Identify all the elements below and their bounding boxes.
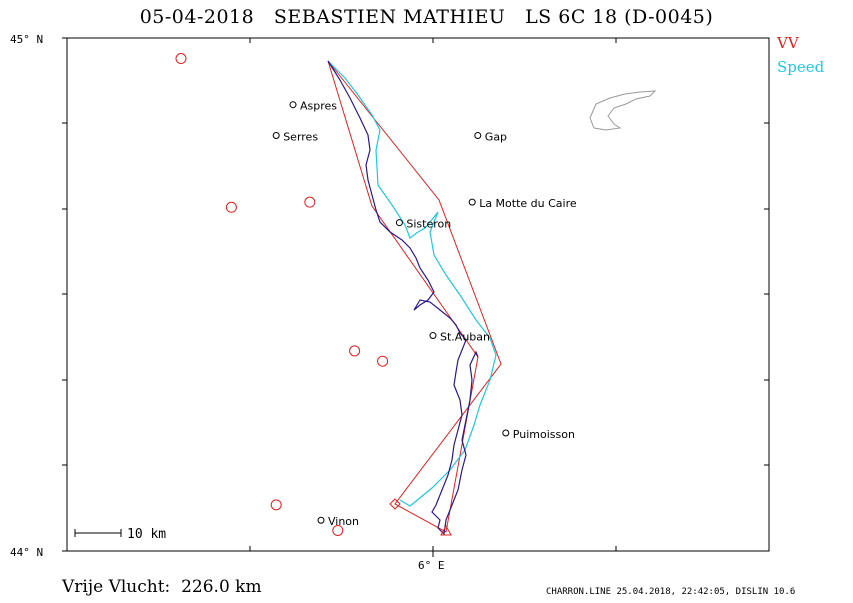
scale-bar-label: 10 km — [127, 527, 166, 542]
place-label: Serres — [283, 130, 318, 143]
place-marker-icon — [289, 101, 297, 109]
place-label: Sisteron — [406, 218, 451, 231]
pilot-name: SEBASTIEN MATHIEU — [273, 6, 506, 28]
legend-vv: VV — [777, 34, 799, 52]
distance-label: Vrije Vlucht: — [62, 577, 171, 597]
y-top-label: 45° N — [10, 33, 43, 46]
credits: CHARRON.LINE 25.04.2018, 22:42:05, DISLI… — [546, 587, 796, 597]
place-marker-icon — [317, 516, 325, 524]
turnpoint-circle-icon — [175, 53, 187, 65]
start-diamond-icon — [389, 498, 401, 510]
place-label: La Motte du Caire — [479, 197, 577, 210]
turnpoint-circle-icon — [270, 499, 282, 511]
turnpoint-circle-icon — [304, 196, 316, 208]
place-label: Puimoisson — [513, 428, 575, 441]
finish-triangle-icon — [440, 524, 452, 536]
gps-trace — [327, 60, 479, 536]
place-marker-icon — [502, 429, 510, 437]
places-layer: Aspres Serres Gap Barcelonnette La Motte du … — [272, 100, 853, 528]
place-marker-icon — [474, 131, 482, 139]
y-bottom-label: 44° N — [10, 546, 43, 559]
place-label: Vinon — [328, 515, 359, 528]
place-marker-icon — [468, 198, 476, 206]
turnpoints-layer — [175, 53, 389, 536]
place-label: St.Auban — [440, 331, 490, 344]
turnpoint-circle-icon — [377, 355, 389, 367]
flight-date: 05-04-2018 — [139, 6, 255, 28]
turnpoint-circle-icon — [225, 201, 237, 213]
glider-id: LS 6C 18 (D-0045) — [525, 6, 714, 28]
axis-ticks — [62, 37, 769, 557]
place-label: Barcelonnette — [804, 166, 853, 179]
x-label: 6° E — [418, 559, 445, 572]
place-label: Aspres — [300, 100, 337, 113]
scale-bar: 10 km — [74, 527, 166, 542]
place-marker-icon — [395, 219, 403, 227]
distance-summary: Vrije Vlucht: 226.0 km — [62, 577, 262, 597]
turnpoint-circle-icon — [349, 345, 361, 357]
lake-outline — [589, 90, 657, 131]
turnpoint-circle-icon — [332, 524, 344, 536]
place-marker-icon — [272, 131, 280, 139]
chart-header: 05-04-2018 SEBASTIEN MATHIEU LS 6C 18 (D… — [0, 6, 853, 28]
place-marker-icon — [429, 332, 437, 340]
distance-value: 226.0 km — [181, 577, 262, 597]
legend-speed: Speed — [777, 58, 825, 76]
task-route — [327, 60, 502, 533]
speed-track — [327, 60, 497, 507]
place-marker-icon — [794, 168, 800, 174]
place-label: Gap — [485, 130, 507, 143]
